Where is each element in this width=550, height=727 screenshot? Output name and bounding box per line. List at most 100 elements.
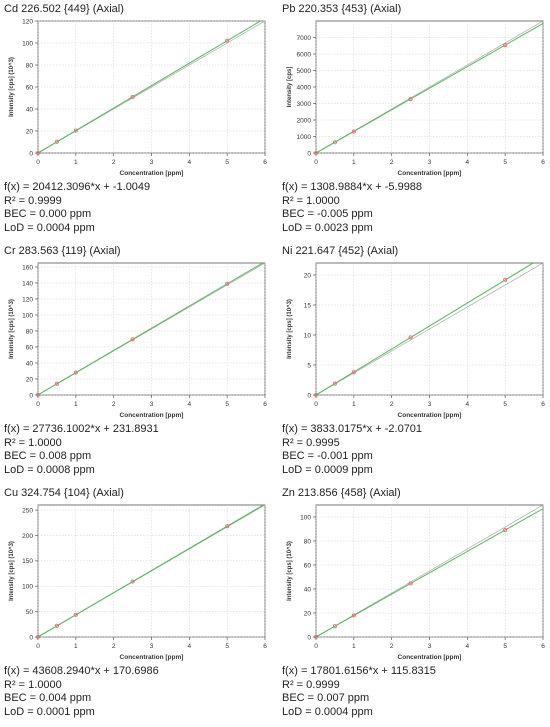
x-tick-label: 5 xyxy=(225,159,229,166)
y-tick-label: 40 xyxy=(304,586,312,593)
x-tick-label: 4 xyxy=(188,401,192,408)
data-point xyxy=(54,139,59,144)
x-tick-label: 1 xyxy=(352,643,356,650)
calibration-plot: 0 1 2 3 4 5 6 0 50 100 150 200 250 Concentration [ppm… xyxy=(9,504,267,661)
x-tick-label: 6 xyxy=(263,401,267,408)
data-point xyxy=(408,97,413,102)
x-tick-label: 6 xyxy=(263,643,267,650)
data-point xyxy=(35,392,41,397)
calibration-stats: f(x) = 3833.0175*x + -2.0701 R² = 0.9995… xyxy=(282,423,422,477)
y-tick-label: 20 xyxy=(304,272,312,279)
y-tick-label: 0 xyxy=(29,392,33,399)
x-tick-label: 3 xyxy=(428,401,432,408)
y-tick-label: 4000 xyxy=(297,84,312,91)
fit-line xyxy=(37,20,261,154)
data-point xyxy=(408,335,413,340)
data-point xyxy=(332,624,337,629)
chart-title: Cr 283.563 {119} (Axial) xyxy=(4,245,121,257)
y-tick-label: 3000 xyxy=(297,101,312,108)
y-tick-label: 2000 xyxy=(297,117,312,124)
r-squared: R² = 1.0000 xyxy=(4,678,62,691)
y-tick-label: 5 xyxy=(307,362,311,369)
x-tick-label: 1 xyxy=(352,159,356,166)
data-point xyxy=(225,281,230,286)
x-tick-label: 1 xyxy=(74,643,78,650)
data-point xyxy=(130,579,135,584)
y-tick-label: 60 xyxy=(26,344,34,351)
y-tick-label: 0 xyxy=(29,150,33,157)
y-tick-label: 120 xyxy=(22,18,33,25)
x-tick-label: 0 xyxy=(36,643,40,650)
x-tick-label: 0 xyxy=(36,159,40,166)
lod-value: LoD = 0.0004 ppm xyxy=(4,221,95,234)
data-point xyxy=(351,613,356,618)
y-tick-label: 0 xyxy=(307,392,311,399)
x-tick-label: 2 xyxy=(390,159,394,166)
calibration-panel-zn: Zn 213.856 {458} (Axial) 0 1 2 3 4 5 6 0 20 40 60 8… xyxy=(282,487,550,727)
fit-equation: f(x) = 3833.0175*x + -2.0701 xyxy=(282,423,423,435)
calibration-stats: f(x) = 17801.6156*x + 115.8315 R² = 0.99… xyxy=(282,665,436,719)
x-tick-label: 2 xyxy=(112,643,116,650)
fit-line xyxy=(315,508,544,638)
lod-value: LoD = 0.0001 ppm xyxy=(4,705,95,718)
y-axis-label: Intensity [cps] xyxy=(287,67,293,108)
data-point xyxy=(313,150,319,156)
y-tick-label: 100 xyxy=(22,40,33,47)
fit-equation: f(x) = 43608.2940*x + 170.6986 xyxy=(4,665,159,677)
r-squared: R² = 0.9999 xyxy=(4,194,62,207)
y-tick-label: 0 xyxy=(307,150,311,157)
bec-value: BEC = -0.001 ppm xyxy=(282,450,373,462)
x-tick-label: 0 xyxy=(36,401,40,408)
calibration-panel-cu: Cu 324.754 {104} (Axial) 0 1 2 3 4 5 6 0 50 100 15… xyxy=(4,487,276,727)
x-tick-label: 0 xyxy=(314,159,318,166)
x-tick-label: 1 xyxy=(74,401,78,408)
x-tick-label: 3 xyxy=(150,401,154,408)
x-tick-label: 5 xyxy=(503,159,507,166)
calibration-plot: 0 1 2 3 4 5 6 0 5 10 15 20 Concentration [ppm] Intens… xyxy=(287,262,545,419)
bec-value: BEC = 0.000 ppm xyxy=(4,208,92,220)
y-tick-label: 80 xyxy=(304,538,312,545)
r-squared: R² = 1.0000 xyxy=(282,194,340,207)
y-tick-label: 5000 xyxy=(297,68,312,75)
x-axis-label: Concentration [ppm] xyxy=(398,412,462,419)
bec-value: BEC = 0.008 ppm xyxy=(4,450,92,462)
calibration-plot: 0 1 2 3 4 5 6020406080100120140160Concentratio… xyxy=(9,262,267,419)
x-tick-label: 5 xyxy=(503,643,507,650)
calibration-panel-cd: Cd 226.502 {449} (Axial) 0 1 2 3 4 5 6 0 20 40 60 8… xyxy=(4,3,276,243)
fit-line xyxy=(37,262,264,396)
x-tick-label: 5 xyxy=(225,643,229,650)
y-tick-label: 20 xyxy=(304,610,312,617)
data-point xyxy=(35,150,41,156)
bec-value: BEC = -0.005 ppm xyxy=(282,208,373,220)
data-point xyxy=(351,129,356,134)
x-axis-label: Concentration [ppm] xyxy=(120,412,184,419)
bec-value: BEC = 0.007 ppm xyxy=(282,692,370,704)
calibration-panel-ni: Ni 221.647 {452} (Axial) 0 1 2 3 4 5 6 0 5 10 15 20… xyxy=(282,245,550,485)
y-tick-label: 160 xyxy=(22,264,33,271)
x-tick-label: 5 xyxy=(503,401,507,408)
y-axis-label: Intensity [cps] (10^3) xyxy=(9,57,15,117)
y-tick-label: 60 xyxy=(26,84,34,91)
x-tick-label: 4 xyxy=(188,643,192,650)
lod-value: LoD = 0.0009 ppm xyxy=(282,463,373,476)
fit-line xyxy=(315,23,544,154)
chart-title: Ni 221.647 {452} (Axial) xyxy=(282,245,399,257)
data-point xyxy=(73,370,78,375)
r-squared: R² = 0.9999 xyxy=(282,678,340,691)
x-tick-label: 6 xyxy=(263,159,267,166)
data-point xyxy=(332,140,337,145)
y-tick-label: 10 xyxy=(304,332,312,339)
y-tick-label: 80 xyxy=(26,328,34,335)
x-tick-label: 2 xyxy=(112,401,116,408)
data-point xyxy=(54,381,59,386)
lod-value: LoD = 0.0004 ppm xyxy=(282,705,373,718)
y-tick-label: 7000 xyxy=(297,35,312,42)
y-tick-label: 15 xyxy=(304,302,312,309)
data-point xyxy=(54,623,59,628)
bec-value: BEC = 0.004 ppm xyxy=(4,692,92,704)
y-axis-label: Intensity [cps] (10^3) xyxy=(9,541,15,601)
y-tick-label: 150 xyxy=(22,558,33,565)
x-tick-label: 4 xyxy=(466,401,470,408)
y-tick-label: 20 xyxy=(26,128,34,135)
data-point xyxy=(73,612,78,617)
